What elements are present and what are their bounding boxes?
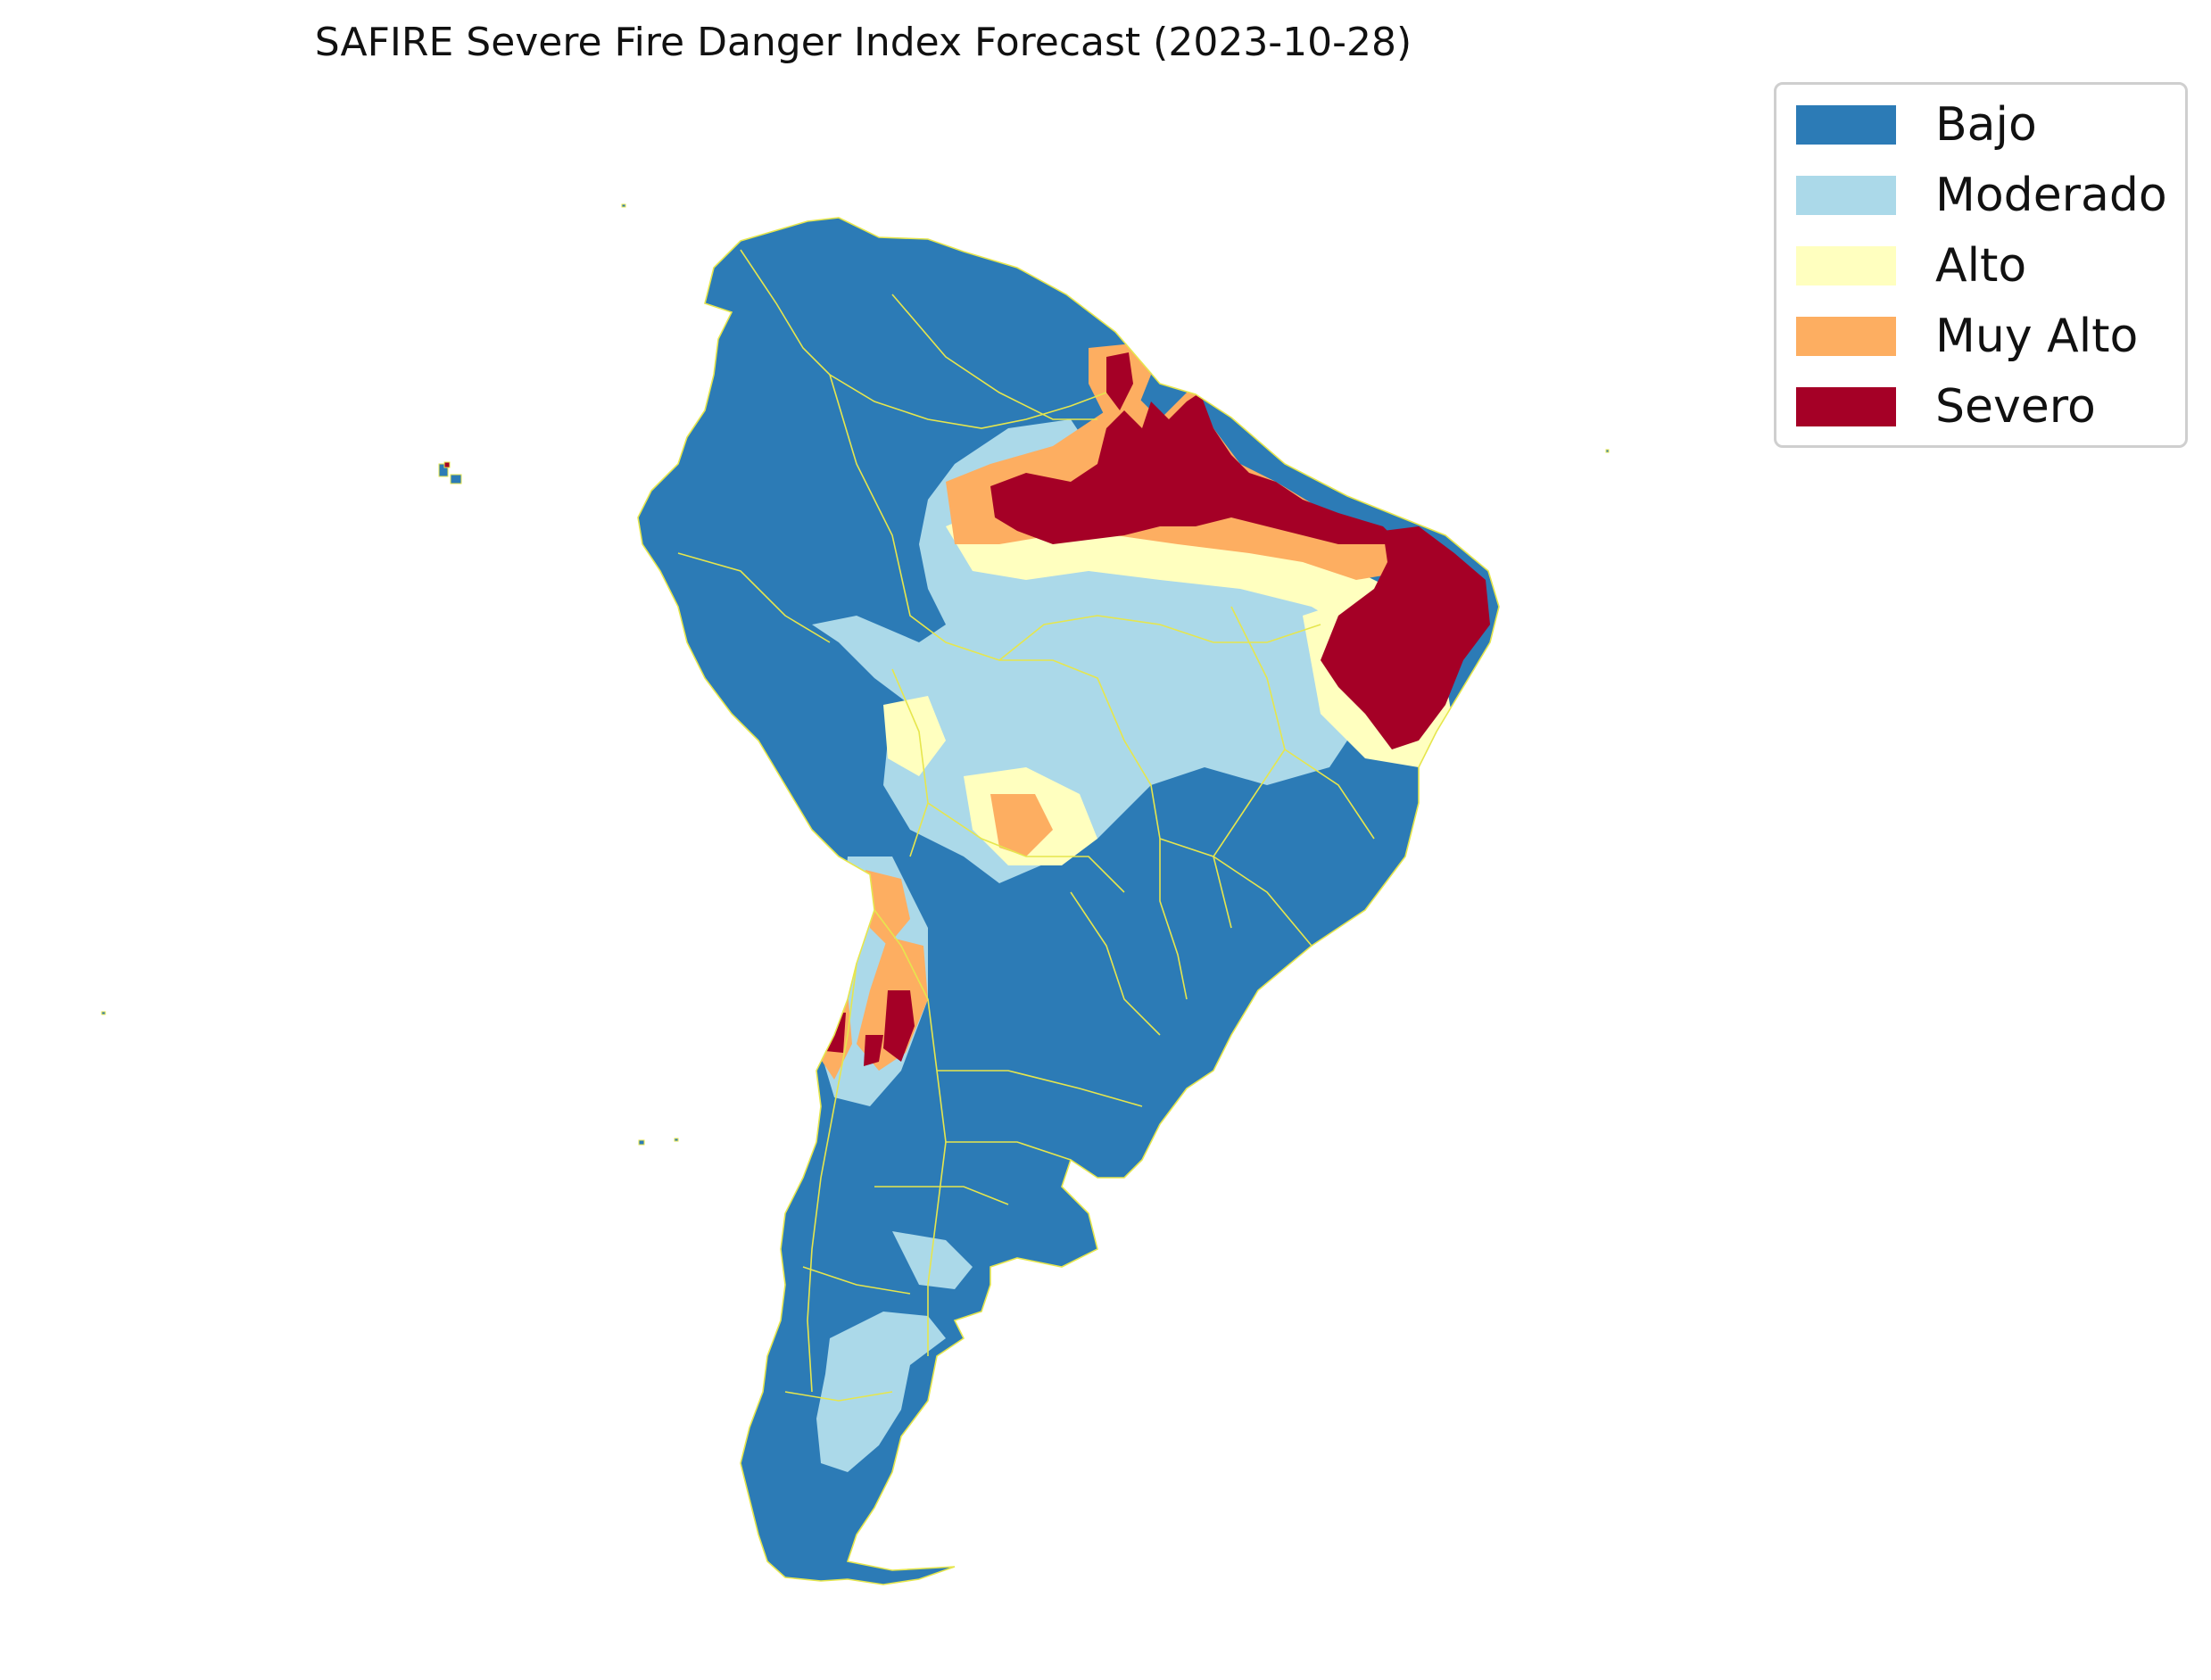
muyalto-chaco <box>990 794 1053 857</box>
legend-label-muy-alto: Muy Alto <box>1935 310 2139 363</box>
galapagos-island <box>438 463 449 477</box>
galapagos-island <box>443 461 451 468</box>
islet <box>101 1011 106 1015</box>
galapagos-island <box>450 474 462 484</box>
severo-andes-2 <box>864 1035 883 1066</box>
legend-item-severo: Severo <box>1796 379 2096 434</box>
legend-label-moderado: Moderado <box>1935 169 2167 222</box>
political-borders <box>637 217 1500 1585</box>
islet <box>674 1138 679 1142</box>
legend-label-alto: Alto <box>1935 239 2027 293</box>
severo-andes-1 <box>883 990 915 1062</box>
alto-bolivia <box>883 696 946 776</box>
legend: Bajo Moderado Alto Muy Alto Severo <box>1774 82 2188 448</box>
islet <box>1605 449 1610 453</box>
islands <box>101 203 1610 1146</box>
juan-fernandez-island <box>638 1139 645 1146</box>
legend-label-bajo: Bajo <box>1935 98 2037 152</box>
legend-swatch-moderado <box>1796 176 1896 215</box>
legend-swatch-severo <box>1796 387 1896 426</box>
map-title: SAFIRE Severe Fire Danger Index Forecast… <box>314 20 1412 65</box>
legend-swatch-bajo <box>1796 105 1896 145</box>
islet <box>621 203 626 208</box>
severo-northeast <box>1321 526 1490 749</box>
moderado-south-argentina <box>892 1231 973 1289</box>
muyalto-andes-north <box>865 870 910 946</box>
moderado-patagonia <box>816 1312 946 1472</box>
severo-amapa <box>1106 352 1133 410</box>
severo-para <box>990 393 1401 544</box>
legend-item-moderado: Moderado <box>1796 168 2167 223</box>
legend-swatch-alto <box>1796 246 1896 286</box>
legend-item-muy-alto: Muy Alto <box>1796 309 2138 364</box>
legend-item-bajo: Bajo <box>1796 97 2037 153</box>
danger-severo-layer <box>825 352 1490 1066</box>
legend-label-severo: Severo <box>1935 380 2096 434</box>
legend-item-alto: Alto <box>1796 238 2026 294</box>
legend-swatch-muy-alto <box>1796 317 1896 356</box>
south-america-map <box>101 203 1610 1585</box>
